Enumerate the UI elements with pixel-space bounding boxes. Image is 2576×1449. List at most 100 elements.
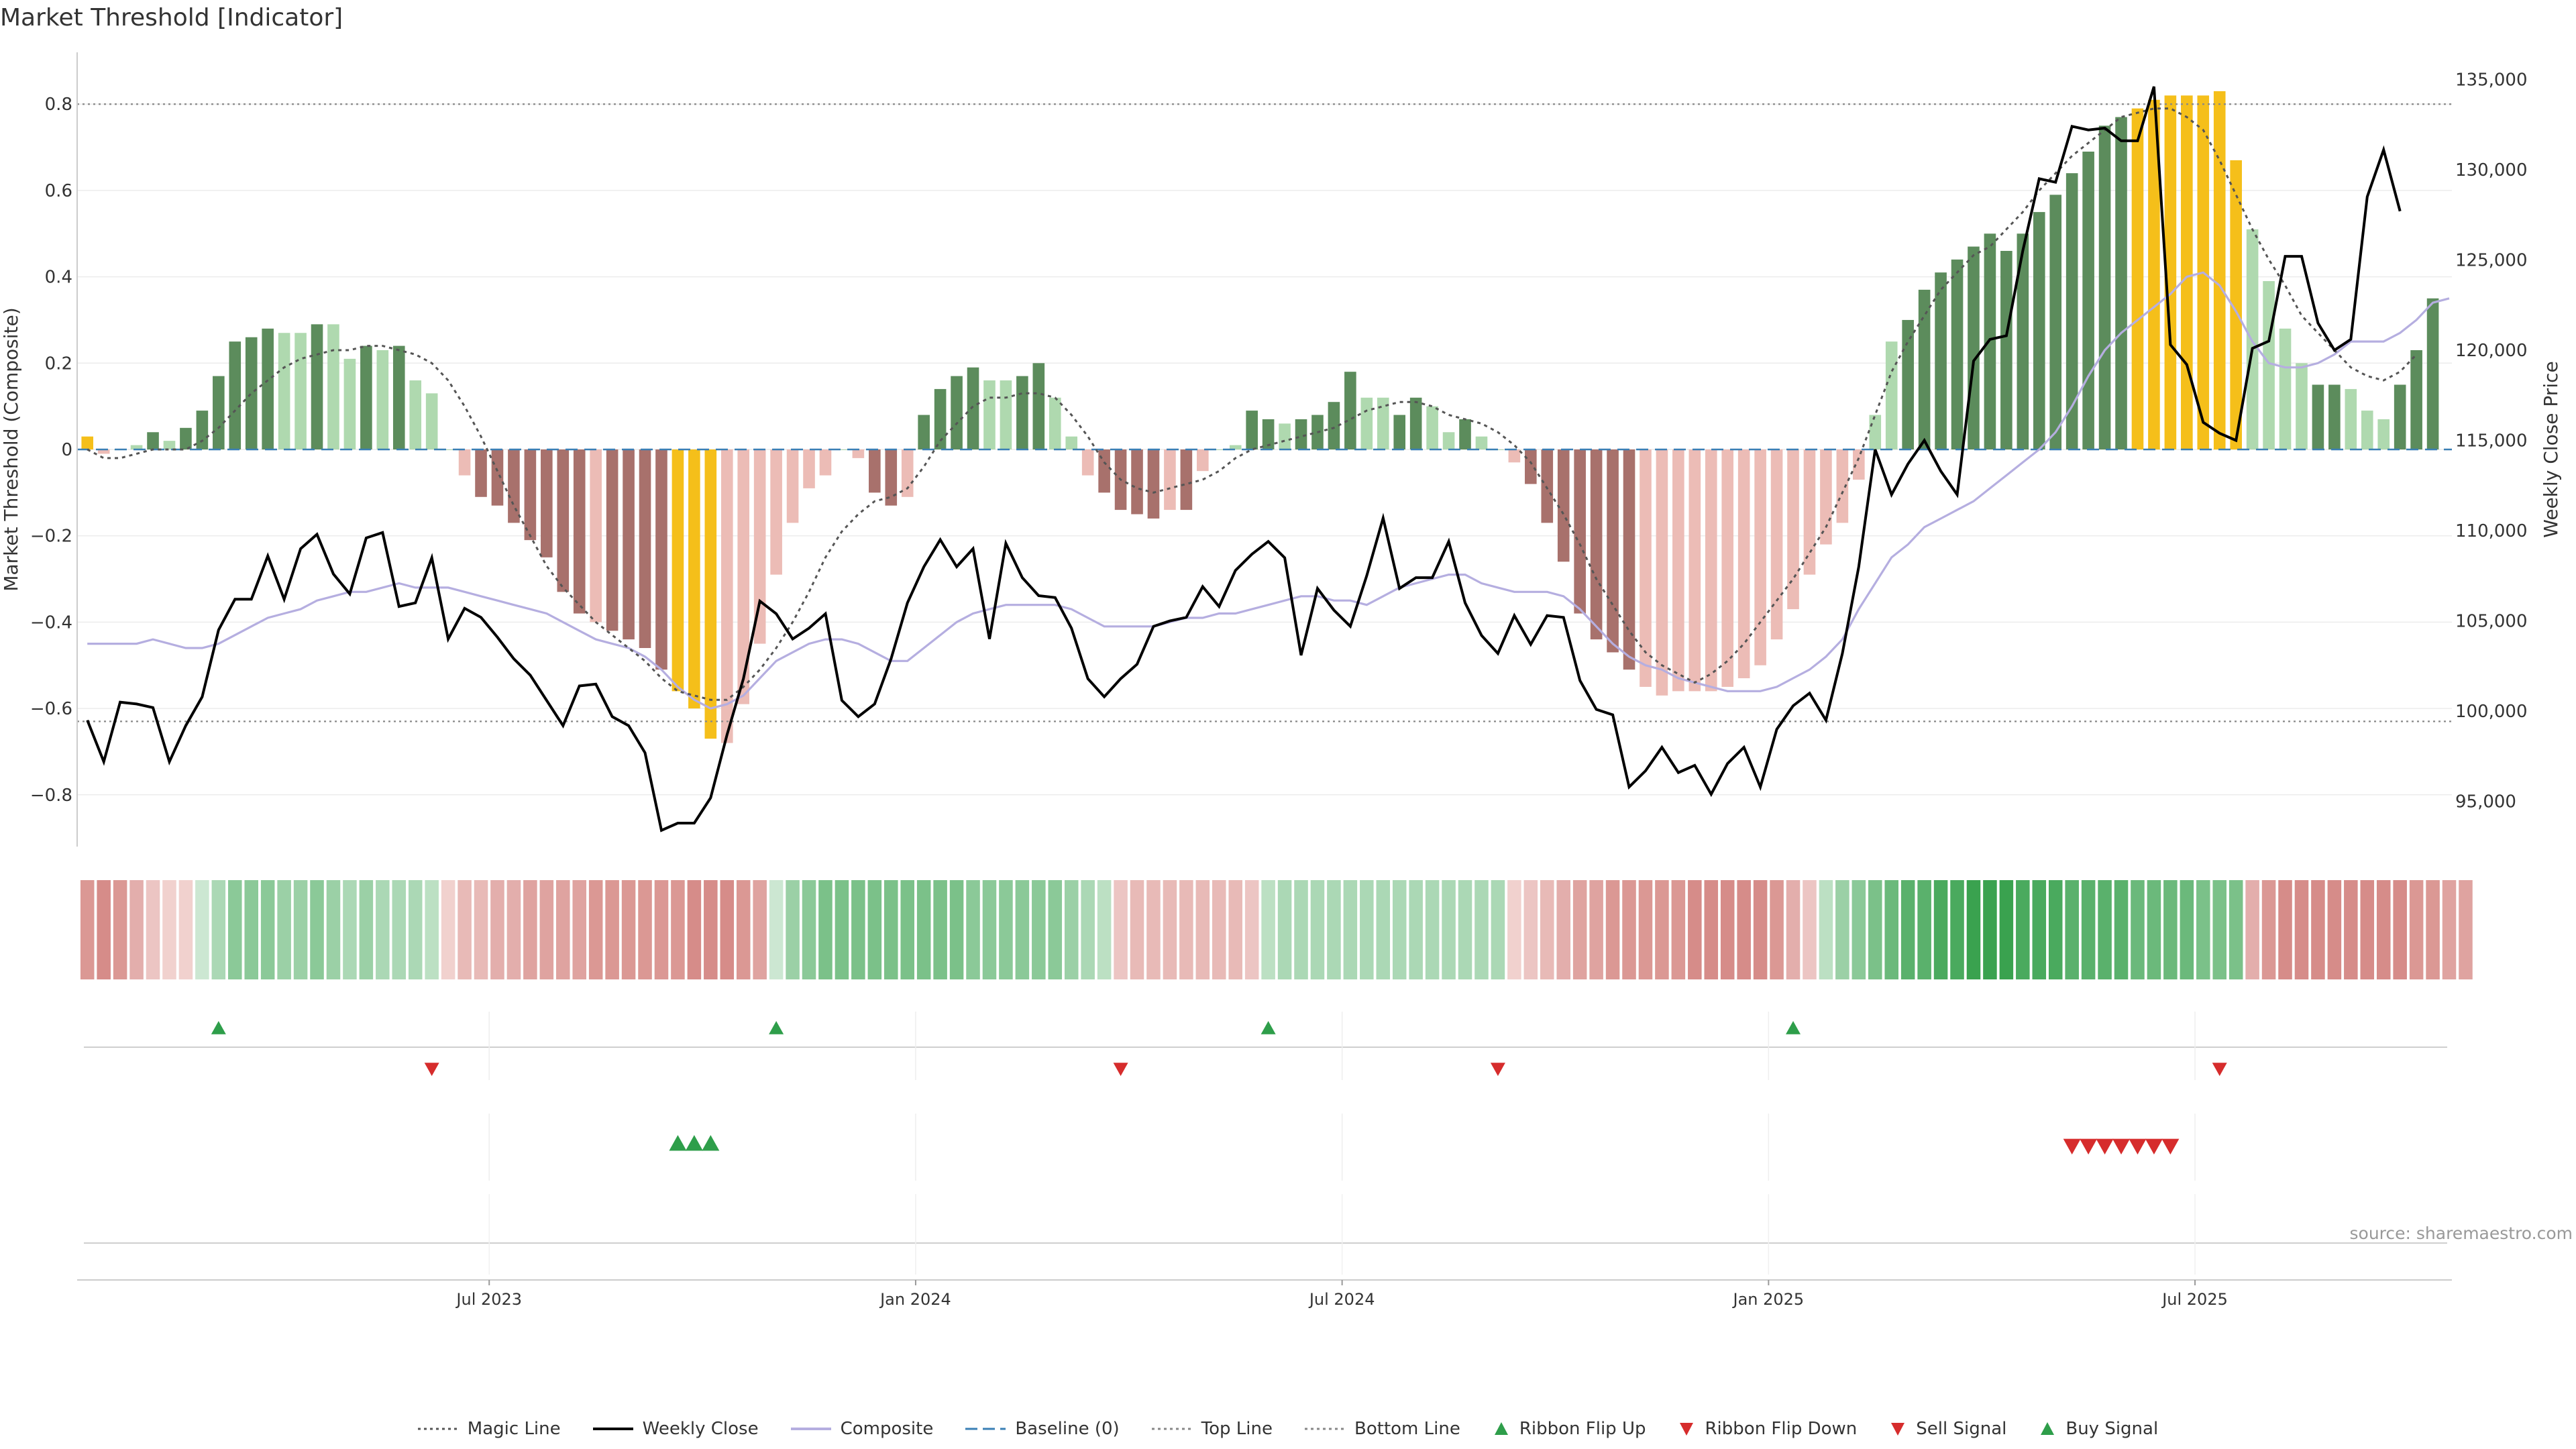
ribbon-cell (1638, 880, 1653, 979)
composite-bar (508, 449, 520, 523)
buy-signal-marker (669, 1135, 687, 1151)
ribbon-cell (916, 880, 931, 979)
legend-label: Ribbon Flip Up (1519, 1419, 1646, 1439)
ribbon-flip-up-marker (211, 1021, 226, 1034)
composite-bar (1279, 423, 1291, 449)
composite-bar (2213, 91, 2226, 450)
composite-bar (606, 449, 619, 631)
composite-bar (1935, 272, 1947, 449)
ribbon-cell (2081, 880, 2096, 979)
ribbon-cell (293, 880, 308, 979)
dotted-line-icon (417, 1428, 458, 1430)
ribbon-cell (129, 880, 144, 979)
composite-bar (1229, 445, 1242, 449)
ribbon-cell (900, 880, 914, 979)
composite-bar (1754, 449, 1766, 665)
composite-line (87, 271, 2450, 710)
ribbon-cell (1015, 880, 1030, 979)
legend-marker (1891, 1423, 1905, 1436)
ribbon-cell (376, 880, 390, 979)
ribbon-cell (1786, 880, 1801, 979)
ribbon-cell (1884, 880, 1898, 979)
legend-item: Top Line (1151, 1419, 1273, 1439)
ribbon-cell (1507, 880, 1521, 979)
composite-bar (2065, 173, 2078, 449)
composite-bar (1344, 372, 1356, 449)
composite-bar (2312, 384, 2324, 449)
ribbon-cell (1835, 880, 1849, 979)
left-tick-label: −0.2 (30, 527, 72, 547)
ribbon-cell (1671, 880, 1686, 979)
ribbon-cell (867, 880, 882, 979)
ribbon-cell (1458, 880, 1472, 979)
ribbon-cell (1195, 880, 1210, 979)
composite-bar (983, 380, 996, 449)
ribbon-cell (1540, 880, 1554, 979)
left-tick-label: 0.2 (45, 354, 72, 374)
composite-bar (2410, 350, 2422, 449)
ribbon-cell (1572, 880, 1587, 979)
x-tick-label: Jul 2025 (2161, 1290, 2228, 1309)
ribbon-cell (1737, 880, 1751, 979)
composite-bar (2394, 384, 2406, 449)
source-note: source: sharemaestro.com (2350, 1224, 2573, 1243)
composite-bar (327, 324, 339, 449)
ribbon-cell (933, 880, 947, 979)
composite-bar (2181, 95, 2193, 449)
composite-bar (590, 449, 602, 623)
ribbon-cell (113, 880, 127, 979)
right-y-axis: 135,000 130,000 125,000 120,000 115,000 110,0… (2455, 70, 2528, 812)
ribbon-cell (2426, 880, 2440, 979)
legend-item: Buy Signal (2039, 1419, 2158, 1439)
composite-bar (1590, 449, 1603, 640)
composite-bar (1295, 419, 1307, 449)
composite-bar (852, 449, 865, 458)
ribbon-cell (458, 880, 472, 979)
composite-bar (1918, 289, 1931, 449)
right-tick-label: 135,000 (2455, 70, 2528, 90)
ribbon-cell (2409, 880, 2424, 979)
ribbon-cell (343, 880, 357, 979)
right-tick-label: 110,000 (2455, 521, 2528, 541)
ribbon-cell (2032, 880, 2047, 979)
composite-bar (1853, 449, 1865, 480)
composite-bar (1409, 397, 1422, 449)
ribbon-cell (260, 880, 275, 979)
left-tick-label: 0.6 (45, 181, 72, 201)
composite-bar (2000, 251, 2012, 449)
composite-bar (180, 427, 192, 449)
composite-bar (1688, 449, 1701, 692)
ribbon-cell (1228, 880, 1242, 979)
ribbon-cell (392, 880, 407, 979)
ribbon-cell (1081, 880, 1095, 979)
legend-marker (2041, 1422, 2055, 1435)
solid-line-icon (592, 1428, 633, 1430)
composite-bar (2049, 195, 2062, 449)
composite-bar (2279, 328, 2292, 449)
left-tick-label: −0.6 (30, 699, 72, 719)
ribbon-cell (359, 880, 374, 979)
x-tick-label: Jan 2025 (1731, 1290, 1804, 1309)
ribbon-cell (539, 880, 554, 979)
ribbon-cell (1917, 880, 1931, 979)
composite-bar (786, 449, 799, 523)
right-axis-label: Weekly Close Price (2540, 361, 2562, 537)
ribbon-cell (162, 880, 176, 979)
dotted-line-icon (1151, 1428, 1192, 1430)
ribbon-cell (1146, 880, 1161, 979)
x-tick-label: Jul 2023 (455, 1290, 522, 1309)
ribbon-cell (2065, 880, 2079, 979)
left-tick-label: 0.8 (45, 95, 72, 115)
ribbon-cell (2376, 880, 2391, 979)
composite-bar (2361, 411, 2373, 449)
composite-bar (1574, 449, 1586, 614)
composite-bar (1328, 402, 1340, 449)
legend-label: Weekly Close (642, 1419, 759, 1439)
ribbon-cell (1966, 880, 1981, 979)
ribbon-cell (1409, 880, 1423, 979)
composite-bar (541, 449, 553, 557)
ribbon-cell (753, 880, 767, 979)
ribbon-cell (277, 880, 291, 979)
ribbon-cell (1622, 880, 1636, 979)
ribbon-cell (736, 880, 751, 979)
